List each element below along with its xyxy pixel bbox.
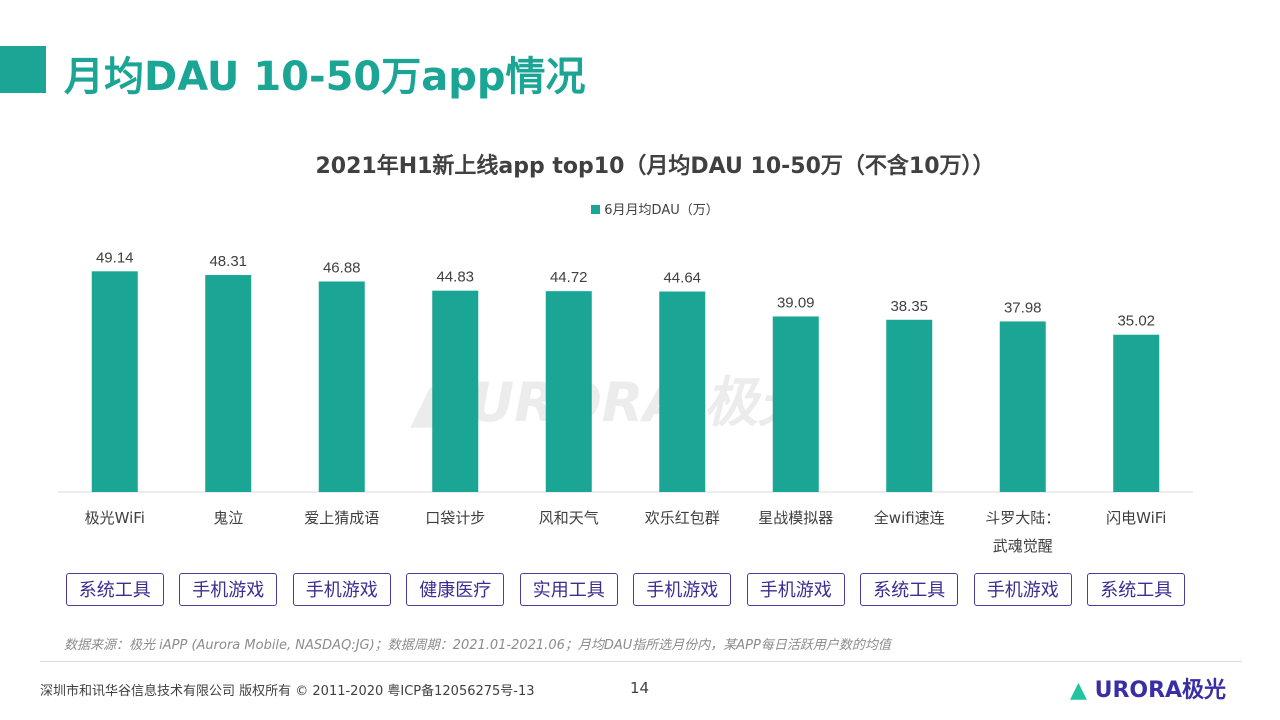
chart-title: 2021年H1新上线app top10（月均DAU 10-50万（不含10万）） <box>315 154 995 179</box>
logo-mark-icon: ▲ <box>1070 678 1087 703</box>
bar <box>886 319 933 492</box>
page-number: 14 <box>630 679 650 697</box>
bar <box>772 316 819 492</box>
category-tag: 手机游戏 <box>179 573 278 606</box>
footer-copyright: 深圳市和讯华谷信息技术有限公司 版权所有 © 2011-2020 粤ICP备12… <box>40 684 535 699</box>
category-tag: 手机游戏 <box>973 573 1072 606</box>
category-tag: 实用工具 <box>519 573 618 606</box>
bar <box>999 321 1046 492</box>
title-accent-bar <box>0 46 46 93</box>
category-tag: 系统工具 <box>860 573 959 606</box>
category-tag: 手机游戏 <box>292 573 391 606</box>
category-label: 风和天气 <box>539 509 599 527</box>
category-label: 欢乐红包群 <box>645 509 720 527</box>
divider <box>40 661 1242 662</box>
bar <box>659 291 706 492</box>
category-label: 闪电WiFi <box>1106 509 1166 527</box>
category-label: 极光WiFi <box>85 509 145 527</box>
legend-swatch <box>591 205 601 214</box>
category-label: 武魂觉醒 <box>993 537 1053 555</box>
category-label: 鬼泣 <box>213 509 243 527</box>
data-label: 44.72 <box>550 269 588 286</box>
bar <box>318 281 365 492</box>
bar <box>432 290 479 492</box>
bar <box>205 275 252 492</box>
data-label: 44.64 <box>663 270 701 287</box>
data-label: 49.14 <box>96 249 134 266</box>
data-label: 38.35 <box>890 298 928 315</box>
bar <box>1113 334 1160 492</box>
data-label: 48.31 <box>209 253 247 270</box>
data-label: 37.98 <box>1004 299 1042 316</box>
category-label: 爱上猜成语 <box>304 509 379 527</box>
data-label: 46.88 <box>323 259 361 276</box>
category-tag: 手机游戏 <box>633 573 732 606</box>
category-label: 口袋计步 <box>425 509 485 527</box>
legend-label: 6月月均DAU（万） <box>604 203 719 218</box>
category-label: 斗罗大陆： <box>985 509 1060 527</box>
bar <box>545 291 592 492</box>
category-tag: 系统工具 <box>65 573 164 606</box>
page-title: 月均DAU 10-50万app情况 <box>64 54 586 100</box>
data-label: 35.02 <box>1117 313 1155 330</box>
data-label: 39.09 <box>777 294 815 311</box>
category-label: 星战模拟器 <box>758 509 833 527</box>
category-label: 全wifi速连 <box>874 509 945 527</box>
source-note: 数据来源：极光 iAPP (Aurora Mobile, NASDAQ:JG)；… <box>64 638 891 653</box>
category-tag: 系统工具 <box>1087 573 1186 606</box>
data-label: 44.83 <box>436 269 474 286</box>
aurora-logo: ▲ URORA极光 <box>1070 678 1227 703</box>
category-tag: 健康医疗 <box>406 573 505 606</box>
bar <box>91 271 138 492</box>
legend: 6月月均DAU（万） <box>0 199 1280 218</box>
category-tag: 手机游戏 <box>746 573 845 606</box>
